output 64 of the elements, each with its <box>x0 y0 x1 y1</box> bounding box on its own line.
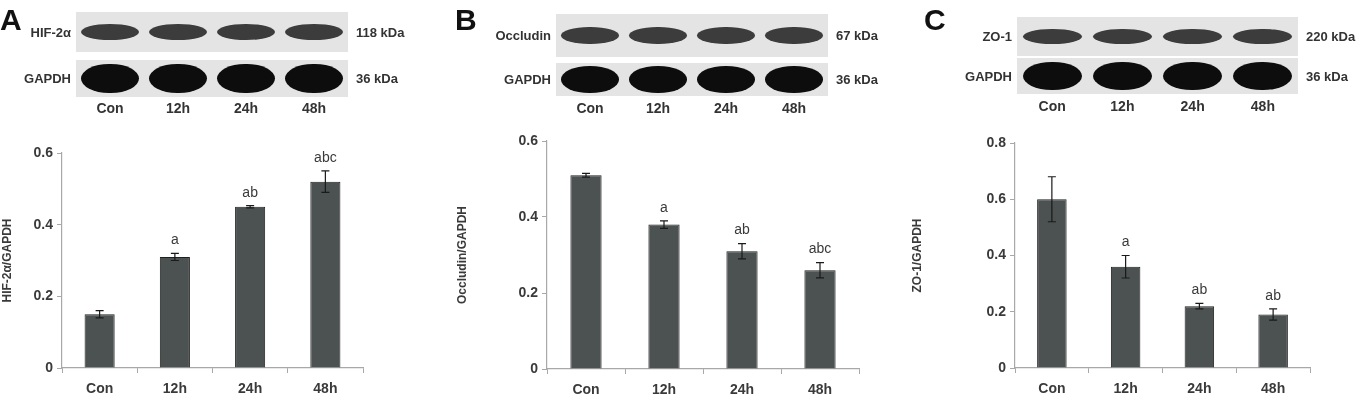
text: 36 kDa <box>356 71 398 86</box>
x-tick-label: 12h <box>1113 380 1138 397</box>
x-tick-label: 48h <box>807 381 833 398</box>
data-label: abc <box>808 240 832 257</box>
category-label: 48h <box>1250 98 1275 114</box>
x-tick-label: Con <box>572 381 600 398</box>
y-axis-title: HIF-2α/GAPDH <box>0 218 14 303</box>
category-label: Con <box>96 100 124 116</box>
y-axis-title: ZO-1/GAPDH <box>909 218 924 293</box>
data-label: ab <box>1191 281 1208 298</box>
y-tick-label: 0.6 <box>518 131 539 148</box>
x-tick-label: Con <box>86 380 114 397</box>
text: 118 kDa <box>356 24 405 40</box>
data-label: a <box>170 231 179 248</box>
text: 67 kDa <box>836 28 878 43</box>
chart-title: A <box>0 3 22 36</box>
category-label: Con <box>576 100 604 116</box>
text: HIF-2α <box>30 24 71 40</box>
x-tick-label: 24h <box>729 381 755 398</box>
y-tick-label: 0.4 <box>33 215 54 232</box>
category-label: 24h <box>1180 98 1205 114</box>
y-tick-label: 0.2 <box>986 302 1007 319</box>
y-tick-label: 0.2 <box>518 283 539 300</box>
category-label: 12h <box>645 100 671 116</box>
data-label: a <box>660 198 669 215</box>
text: GAPDH <box>24 71 71 86</box>
y-tick-label: 0.6 <box>33 143 54 160</box>
x-tick-label: 24h <box>1187 380 1212 397</box>
y-tick-label: 0 <box>45 358 54 375</box>
y-tick-label: 0.2 <box>33 287 54 304</box>
text: 36 kDa <box>836 72 878 87</box>
y-tick-label: 0 <box>530 359 539 376</box>
text: ZO-1 <box>982 29 1012 44</box>
category-label: 24h <box>233 100 259 116</box>
x-tick-label: 24h <box>238 380 263 397</box>
category-label: 24h <box>713 100 739 116</box>
text: Occludin <box>495 28 551 43</box>
text: 220 kDa <box>1306 29 1356 44</box>
data-label: ab <box>734 221 750 238</box>
data-label: ab <box>1265 286 1282 303</box>
y-tick-label: 0.4 <box>986 246 1007 263</box>
chart-title: C <box>924 3 946 36</box>
y-tick-label: 0.8 <box>986 133 1007 150</box>
y-axis-title: Occludin/GAPDH <box>454 205 469 305</box>
x-tick-label: Con <box>1038 380 1066 397</box>
y-tick-label: 0.6 <box>986 190 1007 207</box>
category-label: 48h <box>781 100 807 116</box>
x-tick-label: 12h <box>162 380 187 397</box>
category-label: Con <box>1038 98 1066 114</box>
category-label: 48h <box>301 100 327 116</box>
data-label: abc <box>314 148 337 165</box>
y-tick-label: 0 <box>998 358 1007 375</box>
y-tick-label: 0.4 <box>518 207 539 224</box>
data-label: ab <box>242 183 259 200</box>
text: 36 kDa <box>1306 68 1348 84</box>
category-label: 12h <box>165 100 191 116</box>
x-tick-label: 48h <box>313 380 338 397</box>
data-label: a <box>1121 233 1130 250</box>
text: GAPDH <box>965 68 1012 84</box>
chart-title: B <box>455 3 477 36</box>
x-tick-label: 12h <box>651 381 677 398</box>
category-label: 12h <box>1110 98 1135 114</box>
text: GAPDH <box>504 72 551 87</box>
x-tick-label: 48h <box>1261 380 1286 397</box>
